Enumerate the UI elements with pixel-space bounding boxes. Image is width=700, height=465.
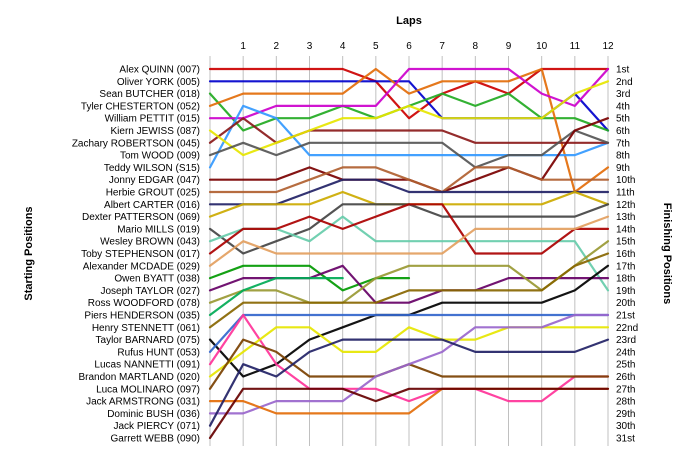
finishing-position-label: 16th xyxy=(616,249,635,260)
finishing-position-label: 15th xyxy=(616,237,635,248)
starting-position-label: Garrett WEBB (090) xyxy=(111,434,200,445)
starting-position-label: Wesley BROWN (043) xyxy=(100,237,200,248)
x-tick-label: 11 xyxy=(570,41,581,52)
starting-position-label: Kiern JEWISS (087) xyxy=(111,126,200,137)
x-tick-label: 2 xyxy=(274,41,280,52)
x-tick-label: 1 xyxy=(240,41,246,52)
finishing-position-label: 28th xyxy=(616,397,635,408)
left-axis-title: Starting Positions xyxy=(23,206,35,300)
x-axis-title: Laps xyxy=(396,15,422,27)
starting-position-label: Tom WOOD (009) xyxy=(120,151,200,162)
starting-position-label: Oliver YORK (005) xyxy=(117,77,200,88)
finishing-position-label: 26th xyxy=(616,372,635,383)
series-line-8 xyxy=(208,129,610,169)
finishing-position-label: 27th xyxy=(616,384,635,395)
starting-position-label: Alex QUINN (007) xyxy=(119,65,200,76)
starting-position-label: Dexter PATTERSON (069) xyxy=(82,212,200,223)
finishing-position-label: 18th xyxy=(616,274,635,285)
starting-position-label: Piers HENDERSON (035) xyxy=(84,311,200,322)
starting-position-label: William PETTIT (015) xyxy=(105,114,200,125)
series-line-29 xyxy=(208,338,610,427)
starting-position-label: Owen BYATT (038) xyxy=(114,274,200,285)
starting-position-label: Mario MILLS (019) xyxy=(117,224,200,235)
starting-position-label: Dominic BUSH (036) xyxy=(107,409,200,420)
series-line-24 xyxy=(208,313,610,403)
x-tick-label: 6 xyxy=(406,41,412,52)
x-tick-label: 3 xyxy=(307,41,313,52)
grid-lines xyxy=(209,56,609,446)
series-line-27 xyxy=(208,313,610,415)
finishing-position-label: 19th xyxy=(616,286,635,297)
starting-position-label: Herbie GROUT (025) xyxy=(106,188,200,199)
x-tick-label: 8 xyxy=(473,41,479,52)
finishing-position-label: 13th xyxy=(616,212,635,223)
starting-position-label: Joseph TAYLOR (027) xyxy=(101,286,201,297)
starting-position-label: Jack ARMSTRONG (031) xyxy=(86,397,200,408)
starting-position-label: Alexander MCDADE (029) xyxy=(83,261,200,272)
finishing-position-label: 5th xyxy=(616,114,630,125)
finishing-position-label: 21st xyxy=(616,311,635,322)
finishing-position-label: 6th xyxy=(616,126,630,137)
series-line-21 xyxy=(208,252,610,329)
series-line-16 xyxy=(208,215,610,267)
series-line-7 xyxy=(208,80,610,157)
starting-position-label: Lucas NANNETTI (091) xyxy=(94,360,200,371)
starting-position-label: Toby STEPHENSON (017) xyxy=(81,249,200,260)
finishing-position-label: 14th xyxy=(616,224,635,235)
starting-position-label: Rufus HUNT (053) xyxy=(117,347,200,358)
series-line-4 xyxy=(208,67,610,120)
finishing-position-label: 11th xyxy=(616,188,635,199)
starting-position-label: Albert CARTER (016) xyxy=(104,200,200,211)
right-axis-title: Finishing Positions xyxy=(661,203,673,304)
series-line-3 xyxy=(208,67,610,194)
series-lines xyxy=(208,67,610,440)
starting-position-label: Jack PIERCY (071) xyxy=(113,421,200,432)
finishing-position-label: 3rd xyxy=(616,89,630,100)
finishing-position-label: 23rd xyxy=(616,335,636,346)
finishing-position-label: 9th xyxy=(616,163,630,174)
starting-position-label: Brandon MARTLAND (020) xyxy=(78,372,200,383)
finishing-position-label: 30th xyxy=(616,421,635,432)
series-line-23 xyxy=(208,313,610,353)
x-tick-label: 7 xyxy=(439,41,445,52)
starting-position-label: Luca MOLINARO (097) xyxy=(96,384,200,395)
x-tick-label: 10 xyxy=(536,41,548,52)
starting-position-label: Taylor BARNARD (075) xyxy=(96,335,200,346)
finishing-position-label: 4th xyxy=(616,101,630,112)
finishing-position-label: 22nd xyxy=(616,323,638,334)
series-line-15 xyxy=(208,203,610,255)
finishing-position-label: 31st xyxy=(616,434,635,445)
starting-position-label: Jonny EDGAR (047) xyxy=(109,175,200,186)
finishing-position-label: 12th xyxy=(616,200,635,211)
starting-position-label: Henry STENNETT (061) xyxy=(92,323,200,334)
starting-position-label: Ross WOODFORD (078) xyxy=(88,298,200,309)
finishing-position-label: 7th xyxy=(616,138,630,149)
starting-position-label: Teddy WILSON (S15) xyxy=(104,163,200,174)
x-tick-label: 5 xyxy=(373,41,379,52)
finishing-position-label: 25th xyxy=(616,360,635,371)
starting-position-label: Zachary ROBERTSON (045) xyxy=(72,138,200,149)
series-line-30 xyxy=(208,387,610,440)
x-tick-label: 12 xyxy=(602,41,614,52)
finishing-position-label: 2nd xyxy=(616,77,633,88)
series-line-10 xyxy=(208,166,610,194)
finishing-position-label: 17th xyxy=(616,261,635,272)
finishing-position-label: 29th xyxy=(616,409,635,420)
x-tick-label: 4 xyxy=(340,41,346,52)
finishing-position-label: 20th xyxy=(616,298,635,309)
starting-position-label: Sean BUTCHER (018) xyxy=(99,89,200,100)
finishing-position-label: 1st xyxy=(616,65,630,76)
finishing-position-label: 10th xyxy=(616,175,635,186)
x-tick-label: 9 xyxy=(506,41,512,52)
series-line-20 xyxy=(208,277,344,317)
finishing-position-label: 24th xyxy=(616,347,635,358)
finishing-position-label: 8th xyxy=(616,151,630,162)
starting-position-label: Tyler CHESTERTON (052) xyxy=(81,101,200,112)
